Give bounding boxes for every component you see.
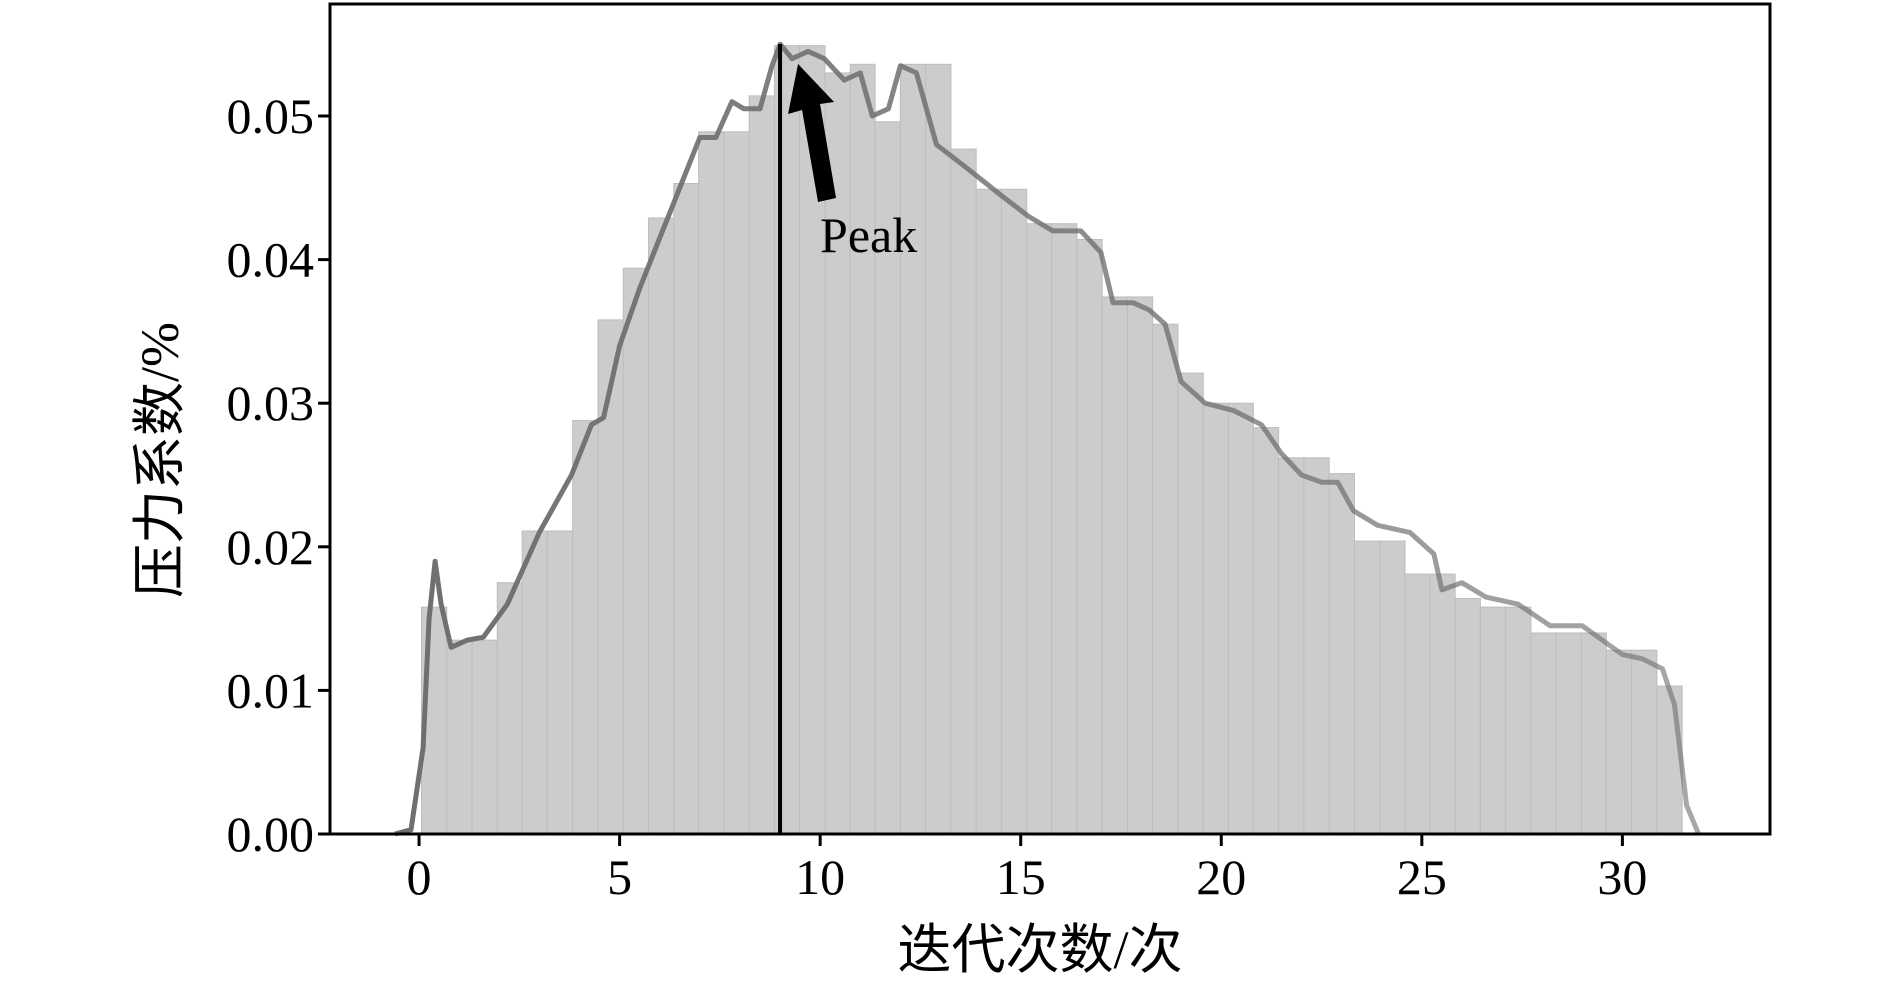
histogram-bar xyxy=(723,131,750,835)
kde-line xyxy=(394,41,1701,837)
histogram-bar xyxy=(1076,239,1103,835)
histogram-bar xyxy=(1126,296,1154,835)
histogram-bar xyxy=(572,419,599,835)
histogram-bar xyxy=(1555,632,1582,835)
plot-frame xyxy=(328,2,1772,836)
histogram-bar xyxy=(1328,473,1355,835)
peak-arrow xyxy=(788,64,837,202)
x-tick-label: 10 xyxy=(795,849,845,905)
histogram-bar xyxy=(899,63,927,835)
histogram-bar xyxy=(975,188,1002,835)
peak-label: Peak xyxy=(820,207,917,263)
y-tick-label: 0.03 xyxy=(227,375,315,431)
histogram-bar xyxy=(521,530,548,835)
histogram-bar xyxy=(1379,540,1406,835)
histogram-bar xyxy=(1656,685,1683,835)
y-tick-label: 0.01 xyxy=(227,662,315,718)
histogram-bar xyxy=(748,95,775,835)
x-axis-label: 迭代次数/次 xyxy=(897,920,1182,980)
histogram-bar xyxy=(1580,632,1607,835)
y-tick-label: 0.02 xyxy=(227,519,315,575)
histogram-bar xyxy=(1278,457,1305,835)
histogram-bar xyxy=(925,63,952,835)
histogram-bar xyxy=(874,121,901,835)
histogram-bar xyxy=(1479,606,1507,835)
x-tick-label: 20 xyxy=(1196,849,1246,905)
x-tick-label: 30 xyxy=(1597,849,1647,905)
histogram-bar xyxy=(1303,457,1330,835)
x-tick-label: 5 xyxy=(607,849,632,905)
y-tick-label: 0.05 xyxy=(227,88,315,144)
histogram-bar xyxy=(673,182,700,835)
histogram-bar xyxy=(1605,649,1633,835)
histogram-bar xyxy=(1202,402,1229,835)
histogram-bar xyxy=(1631,649,1658,835)
histogram-bar xyxy=(647,217,675,835)
histogram-bar xyxy=(546,530,574,835)
histogram-bar xyxy=(1530,632,1557,835)
histogram-bar xyxy=(1252,427,1280,835)
histogram-bar xyxy=(1026,223,1053,835)
histogram-bar xyxy=(446,639,473,835)
y-tick-label: 0.00 xyxy=(227,806,315,862)
histogram-bar xyxy=(597,319,624,835)
x-tick-label: 0 xyxy=(407,849,432,905)
y-tick-label: 0.04 xyxy=(227,232,315,288)
histogram-bar xyxy=(496,582,523,835)
histogram-bar xyxy=(622,267,649,835)
histogram-bar xyxy=(1404,573,1431,835)
histogram-bar xyxy=(1454,597,1481,835)
histogram-bar xyxy=(1051,223,1078,835)
x-tick-label: 25 xyxy=(1397,849,1447,905)
histogram-bar xyxy=(1000,188,1028,835)
histogram-bar xyxy=(1152,323,1179,835)
y-axis-label: 压力系数/% xyxy=(130,322,190,598)
histogram-bar xyxy=(1429,573,1456,835)
histogram-bar xyxy=(849,63,876,835)
histogram-bar xyxy=(1101,296,1128,835)
histogram-bar xyxy=(1227,402,1254,835)
x-tick-label: 15 xyxy=(996,849,1046,905)
histogram-bar xyxy=(950,148,977,835)
histogram-bar xyxy=(1505,606,1532,835)
histogram-bar xyxy=(1177,372,1204,835)
histogram-bar xyxy=(1353,540,1381,835)
histogram-bar xyxy=(471,639,498,835)
histogram-bar xyxy=(698,131,725,835)
